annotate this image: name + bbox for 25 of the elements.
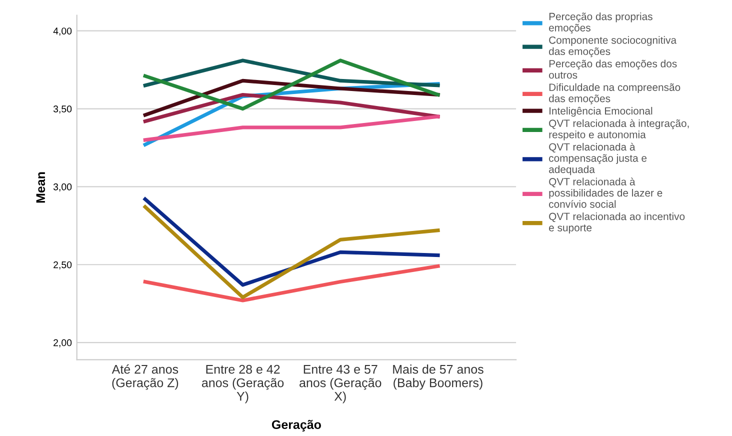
x-tick-label: Mais de 57 anos (Baby Boomers): [393, 364, 484, 390]
legend-label: QVT relacionada à integração, respeito e autonomia: [549, 119, 689, 140]
legend-label: Inteligência Emocional: [550, 106, 652, 117]
y-tick-label: 2,00: [54, 339, 72, 348]
x-axis-title: Geração: [272, 420, 321, 432]
legend-label: Perceção das proprias emoções: [549, 12, 652, 34]
y-tick-label: 2,50: [54, 261, 72, 270]
line-series: [143, 78, 440, 117]
line-series: [143, 197, 440, 287]
y-tick-label: 3,50: [53, 106, 72, 114]
legend-label: QVT relacionada à compensação justa e adequada: [549, 142, 647, 176]
legend-label: Perceção das emoções dos outros: [549, 60, 677, 79]
line-series: [143, 58, 440, 111]
legend-label: Componente sociocognitiva das emoções: [549, 36, 677, 58]
x-tick-label: Até 27 anos (Geração Z): [112, 364, 178, 390]
y-tick-label: 3,00: [53, 183, 72, 192]
x-tick-label: Entre 28 e 42 anos (Geração Y): [202, 364, 284, 404]
line-series: [143, 92, 440, 124]
y-tick-label: 4,00: [53, 28, 72, 36]
x-tick-label: Entre 43 e 57 anos (Geração X): [300, 364, 382, 404]
legend-label: Dificuldade na compreensão das emoções: [549, 83, 680, 104]
legend-label: QVT relacionada à possibilidades de lazer e convívio social: [549, 178, 662, 208]
line-series: [143, 205, 440, 300]
y-axis-title: Mean: [36, 172, 46, 203]
legend-label: QVT relacionada ao incentivo e suporte: [549, 212, 685, 234]
